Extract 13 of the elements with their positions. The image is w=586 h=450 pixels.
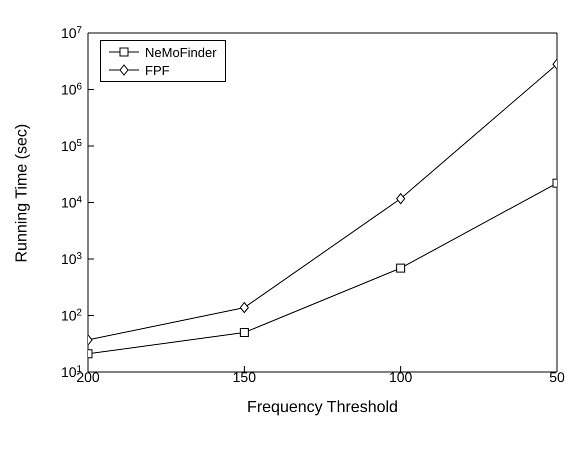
x-tick-label: 150 [232,369,256,385]
x-tick-label: 50 [549,369,565,385]
y-tick-label: 10$^{2}$ [60,307,82,324]
y-tick-label: 10$^{7}$ [60,24,82,41]
legend-label: FPF [145,62,170,78]
x-tick-label: 100 [388,369,413,385]
y-tick-label: 10$^{5}$ [60,138,83,154]
y-tick-label: 10$^{3}$ [60,250,83,267]
y-tick-label: 10$^{6}$ [60,81,83,98]
y-axis-title: Running Time (sec) [14,124,31,262]
legend-label: NeMoFinder [145,44,217,60]
y-tick-label: 10$^{4}$ [60,194,83,210]
x-axis-title: Frequency Threshold [247,399,398,416]
